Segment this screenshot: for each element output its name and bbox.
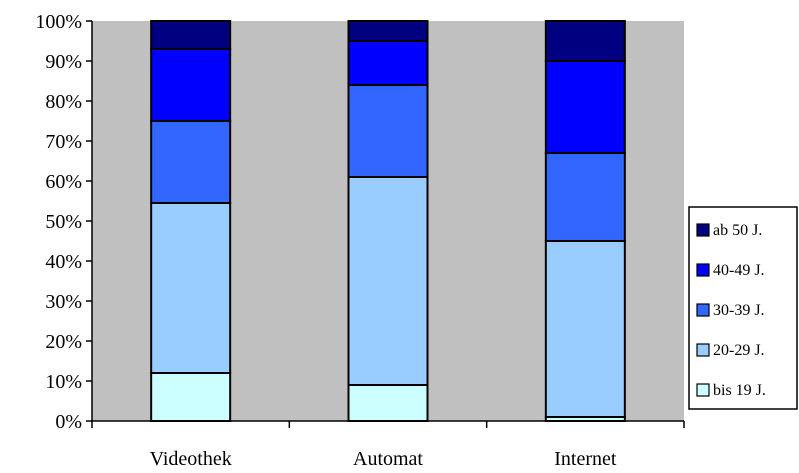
y-tick-label: 0% xyxy=(55,411,82,433)
bar-segment-automat-3 xyxy=(347,40,429,86)
legend-label: ab 50 J. xyxy=(713,222,762,239)
y-tick-label: 50% xyxy=(45,211,82,233)
x-category-label: Automat xyxy=(353,448,423,470)
bars-group xyxy=(150,20,626,422)
legend-label: 20-29 J. xyxy=(713,342,765,359)
y-tick-label: 100% xyxy=(35,11,82,33)
bar-segment-automat-2 xyxy=(347,84,429,178)
bar-segment-automat-4 xyxy=(347,20,429,42)
legend-swatch xyxy=(696,343,710,357)
axes-group: 0% 10% 20% 30% 40% 50% 60% 70% 80% 90% 100% Videoth… xyxy=(35,11,685,470)
y-tick-label: 10% xyxy=(45,371,82,393)
y-tick-label: 80% xyxy=(45,91,82,113)
bar-segment-internet-4 xyxy=(544,20,626,62)
y-tick-label: 20% xyxy=(45,331,82,353)
x-category-label: Videothek xyxy=(150,448,232,470)
bar-segment-videothek-0 xyxy=(150,372,232,422)
y-tick-label: 30% xyxy=(45,291,82,313)
legend-label: bis 19 J. xyxy=(713,382,766,399)
legend-swatch xyxy=(696,223,710,237)
y-tick-label: 40% xyxy=(45,251,82,273)
bar-segment-internet-2 xyxy=(544,152,626,242)
y-tick-label: 70% xyxy=(45,131,82,153)
legend-label: 30-39 J. xyxy=(713,302,765,319)
legend: ab 50 J. 40-49 J. 30-39 J. 20-29 J. bis 19 J… xyxy=(688,206,798,410)
bar-segment-automat-1 xyxy=(347,176,429,386)
bar-segment-videothek-3 xyxy=(150,48,232,122)
legend-swatch xyxy=(696,263,710,277)
x-category-label: Internet xyxy=(554,448,617,470)
bar-segment-internet-3 xyxy=(544,60,626,154)
legend-label: 40-49 J. xyxy=(713,262,765,279)
legend-swatch xyxy=(696,383,710,397)
legend-swatch xyxy=(696,303,710,317)
bar-segment-videothek-4 xyxy=(150,20,232,50)
bar-segment-videothek-2 xyxy=(150,120,232,204)
bar-segment-automat-0 xyxy=(347,384,429,422)
bar-segment-videothek-1 xyxy=(150,202,232,374)
y-tick-label: 60% xyxy=(45,171,82,193)
y-tick-label: 90% xyxy=(45,51,82,73)
bar-segment-internet-1 xyxy=(544,240,626,418)
